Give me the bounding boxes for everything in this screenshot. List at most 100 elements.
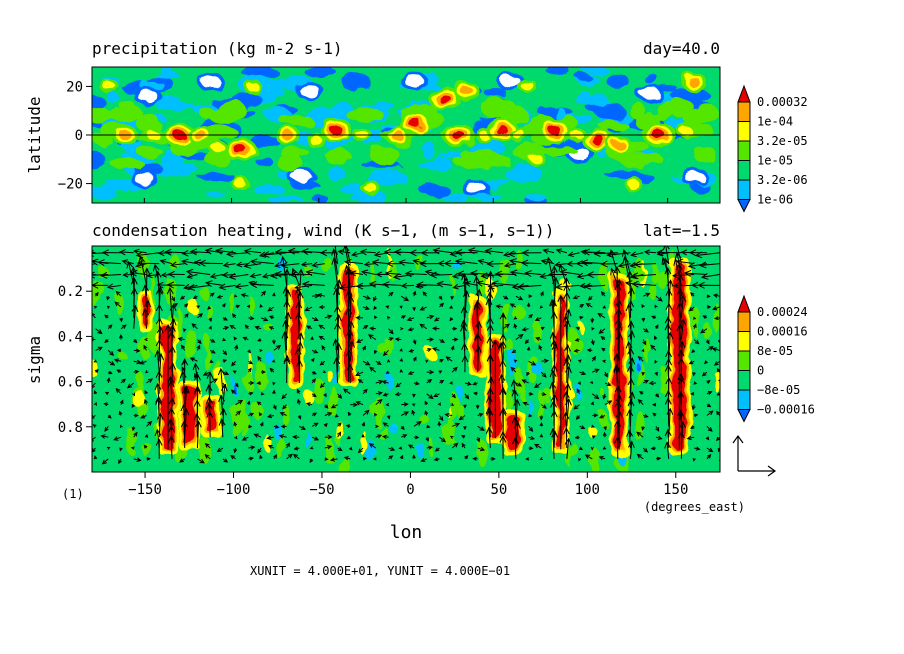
wind-vector-head — [434, 317, 439, 322]
wind-vector — [449, 435, 454, 439]
wind-vector-head — [514, 421, 521, 429]
wind-vector — [439, 302, 445, 308]
precip-dry-patch — [300, 85, 321, 98]
wind-vector-head — [644, 328, 649, 333]
wind-vector-shaft — [98, 261, 122, 265]
wind-vector-shaft — [223, 263, 236, 267]
wind-vector-head — [360, 269, 369, 276]
wind-vector-head — [664, 397, 672, 405]
wind-vector — [628, 330, 635, 351]
wind-vector — [170, 261, 185, 268]
wind-vector-head — [133, 339, 138, 344]
wind-vector-head — [486, 353, 494, 362]
wind-vector — [297, 415, 302, 420]
wind-vector — [299, 425, 307, 430]
wind-vector — [197, 339, 202, 345]
wind-vector-head — [300, 261, 307, 267]
wind-vector — [374, 315, 378, 320]
wind-vector-head — [346, 435, 351, 440]
wind-vector-head — [559, 269, 568, 276]
wind-vector — [246, 304, 251, 309]
wind-vector-shaft — [206, 282, 223, 286]
wind-vector-head — [121, 324, 127, 329]
wind-vector — [499, 359, 507, 383]
wind-vector-head — [675, 262, 683, 271]
wind-vector-head — [578, 359, 582, 363]
wind-vector — [209, 292, 215, 297]
wind-vector-shaft — [510, 271, 529, 275]
wind-vector-head — [404, 270, 413, 278]
wind-vector — [233, 336, 238, 341]
wind-vector-shaft — [338, 250, 351, 254]
wind-vector — [177, 336, 185, 342]
wind-vector — [431, 347, 440, 352]
wind-vector-head — [643, 249, 651, 256]
wind-vector — [242, 336, 249, 341]
precip-blob — [687, 76, 701, 87]
wind-vector-head — [377, 398, 383, 404]
wind-vector-shaft — [324, 315, 332, 319]
wind-vector-head — [477, 258, 485, 265]
wind-vector — [279, 412, 287, 417]
wind-vector-head — [400, 327, 404, 331]
wind-vector-head — [351, 251, 358, 257]
heating-speckle — [650, 262, 659, 284]
wind-vector-head — [644, 414, 649, 418]
wind-vector — [434, 447, 440, 452]
wind-vector-head — [376, 360, 382, 365]
wind-vector — [248, 456, 255, 461]
wind-vector-shaft — [113, 436, 122, 441]
wind-vector-head — [463, 404, 467, 409]
wind-vector — [463, 404, 467, 409]
wind-vector — [579, 425, 586, 430]
wind-vector — [540, 326, 545, 331]
wind-vector-shaft — [453, 273, 466, 278]
wind-vector — [706, 391, 713, 395]
heating-speckle — [255, 362, 268, 391]
wind-vector — [208, 325, 212, 330]
wind-vector-shaft — [455, 260, 478, 265]
wind-vector-shaft — [488, 427, 491, 449]
wind-vector-head — [205, 280, 213, 288]
wind-vector-shaft — [667, 324, 670, 351]
wind-vector — [650, 344, 657, 351]
wind-vector-shaft — [250, 273, 262, 277]
wind-vector-shaft — [468, 249, 491, 254]
heating-speckle — [338, 456, 350, 472]
heating-x-tick-label: −50 — [309, 482, 334, 498]
wind-vector-head — [285, 442, 290, 448]
wind-vector-head — [594, 368, 600, 373]
heating-x-tick-label: 100 — [575, 482, 600, 498]
wind-vector — [259, 454, 263, 460]
wind-vector — [641, 304, 645, 308]
wind-vector — [464, 455, 469, 460]
wind-vector — [715, 436, 720, 442]
wind-vector-shaft — [465, 282, 478, 286]
wind-vector — [222, 261, 236, 268]
wind-vector — [385, 305, 390, 309]
wind-vector — [159, 259, 173, 265]
wind-vector-head — [721, 327, 724, 330]
wind-vector-head — [130, 287, 138, 295]
wind-vector-head — [311, 261, 319, 268]
wind-vector — [642, 328, 649, 333]
wind-vector-head — [408, 348, 413, 353]
wind-vector-head — [600, 260, 608, 268]
wind-vector — [205, 280, 223, 288]
wind-vector-head — [382, 434, 387, 439]
wind-vector — [582, 248, 606, 256]
wind-vector-head — [319, 249, 328, 257]
wind-vector-head — [534, 316, 540, 322]
wind-vector-head — [221, 303, 226, 308]
wind-vector-head — [97, 346, 103, 351]
wind-vector — [494, 270, 516, 278]
wind-vector-head — [155, 287, 163, 295]
wind-vector — [351, 251, 364, 257]
wind-vector-head — [606, 382, 612, 387]
wind-vector — [222, 316, 228, 321]
wind-vector-head — [133, 431, 138, 437]
wind-vector — [133, 248, 147, 255]
heating-x-label: lon — [390, 522, 423, 543]
wind-vector-head — [275, 344, 282, 350]
